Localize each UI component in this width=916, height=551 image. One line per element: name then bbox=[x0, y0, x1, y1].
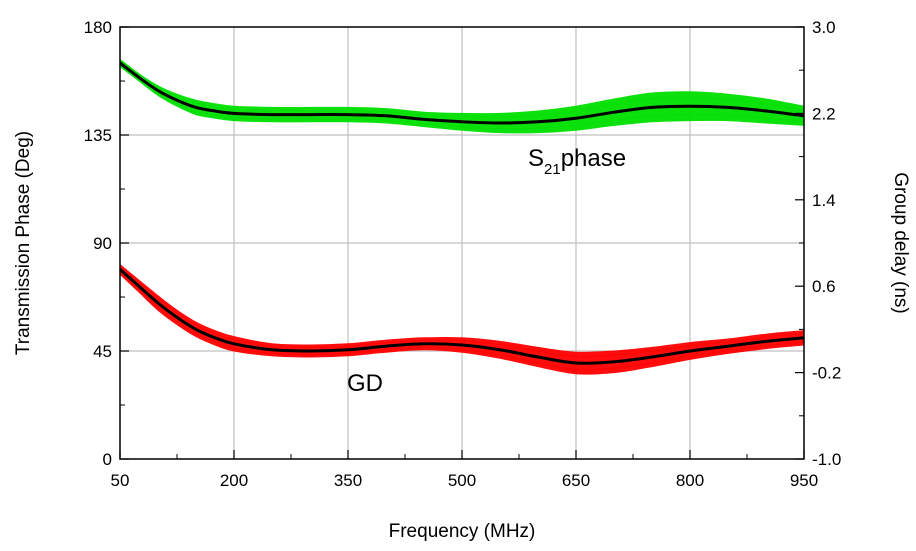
x-tick-label: 500 bbox=[448, 471, 476, 490]
x-tick-label: 350 bbox=[334, 471, 362, 490]
y-tick-label: 135 bbox=[84, 126, 112, 145]
x-tick-label: 800 bbox=[676, 471, 704, 490]
y-tick-label: 0 bbox=[103, 450, 112, 469]
series-0-trace bbox=[119, 64, 805, 130]
s21-phase-annotation: S21phase bbox=[528, 145, 626, 178]
y-axis-title: Transmission Phase (Deg) bbox=[13, 131, 34, 355]
gd-annotation: GD bbox=[347, 370, 383, 397]
y2-tick-label: 1.4 bbox=[812, 191, 836, 210]
s21-rest-text: phase bbox=[561, 145, 626, 172]
y-tick-label: 90 bbox=[93, 234, 112, 253]
y-tick-label: 180 bbox=[84, 18, 112, 37]
series-1-trace bbox=[119, 266, 805, 358]
x-tick-label: 950 bbox=[790, 471, 818, 490]
series-1-line bbox=[119, 268, 805, 365]
y2-tick-label: 0.6 bbox=[812, 277, 836, 296]
y2-tick-label: -0.2 bbox=[812, 364, 841, 383]
s21-subscript: 21 bbox=[544, 161, 561, 178]
s21-main-text: S bbox=[528, 145, 544, 172]
y2-tick-label: -1.0 bbox=[812, 450, 841, 469]
series-1-trace bbox=[119, 271, 805, 371]
axis-ticks: 50 200 350 500 650 800 950 0 45 90 135 180 -1.0 -0.2 0… bbox=[84, 18, 842, 490]
y2-tick-label: 3.0 bbox=[812, 18, 836, 37]
data-lines bbox=[119, 61, 805, 365]
series-0-trace bbox=[119, 60, 805, 118]
x-tick-label: 200 bbox=[220, 471, 248, 490]
x-tick-label: 650 bbox=[562, 471, 590, 490]
y2-axis-title: Group delay (ns) bbox=[890, 172, 911, 314]
x-axis-title: Frequency (MHz) bbox=[389, 521, 536, 542]
x-tick-label: 50 bbox=[111, 471, 130, 490]
series-0-line bbox=[119, 61, 805, 125]
y-tick-label: 45 bbox=[93, 342, 112, 361]
y2-tick-label: 2.2 bbox=[812, 104, 836, 123]
